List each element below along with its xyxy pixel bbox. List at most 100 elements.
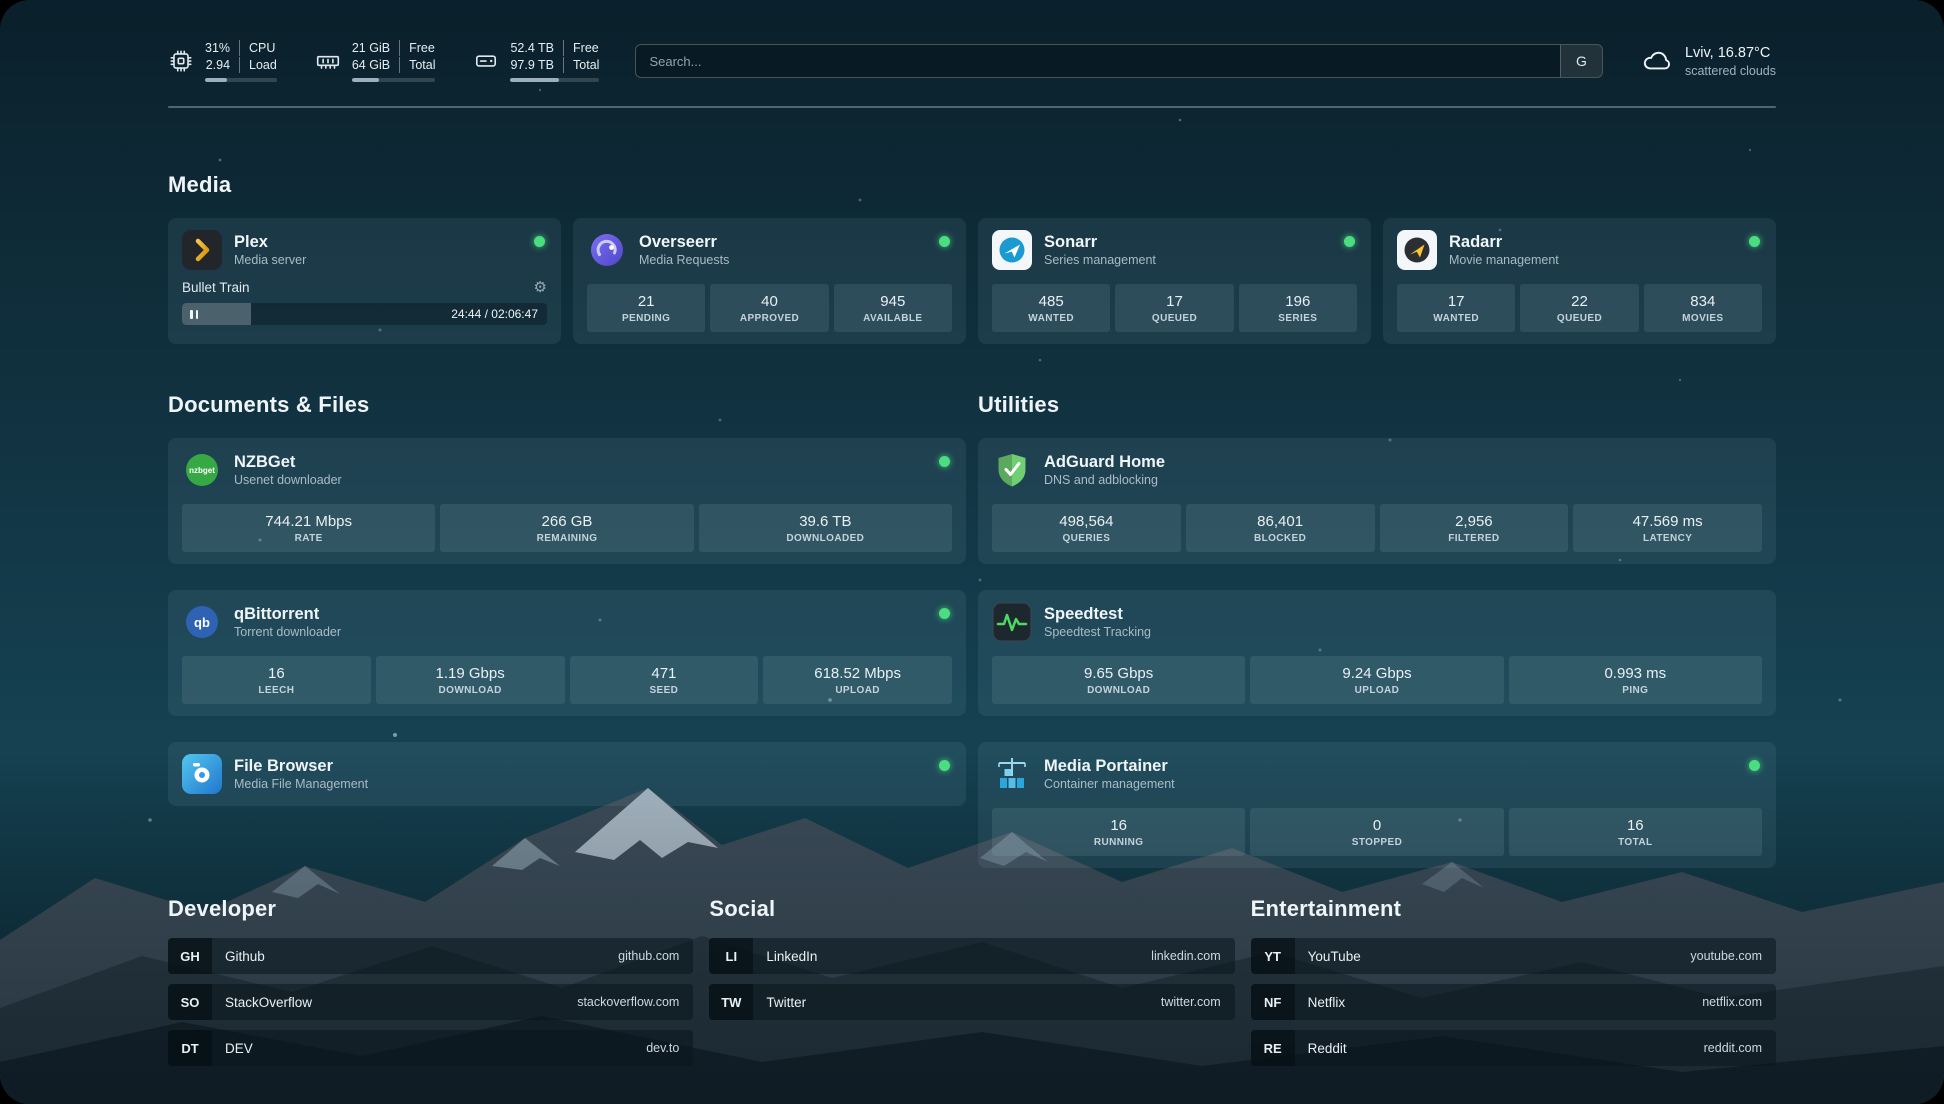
stat-value: 471 xyxy=(651,665,677,682)
bookmark-item[interactable]: DT DEV dev.to xyxy=(168,1030,694,1066)
bookmark-url: linkedin.com xyxy=(1151,949,1221,963)
service-card-speedtest[interactable]: Speedtest Speedtest Tracking 9.65 Gbps DO… xyxy=(978,590,1776,716)
stat-value: 0.993 ms xyxy=(1604,665,1667,682)
bookmark-item[interactable]: LI LinkedIn linkedin.com xyxy=(709,938,1235,974)
system-metrics: 31% CPU 2.94 Load xyxy=(168,40,600,82)
service-subtitle: Movie management xyxy=(1449,253,1559,268)
service-stats: 16 RUNNING 0 STOPPED 16 TOTAL xyxy=(992,808,1762,856)
search-provider-button[interactable]: G xyxy=(1559,45,1602,77)
stat-value: 86,401 xyxy=(1257,513,1304,530)
bookmark-list: LI LinkedIn linkedin.com TW Twitter twitter.c… xyxy=(709,938,1235,1020)
service-name: Sonarr xyxy=(1044,232,1098,251)
service-card-plex[interactable]: Plex Media server Bullet Train ⚙ 24:44 /… xyxy=(168,218,561,344)
bookmark-item[interactable]: TW Twitter twitter.com xyxy=(709,984,1235,1020)
search-bar: G xyxy=(635,44,1603,78)
bookmark-url: youtube.com xyxy=(1690,949,1762,963)
disk-widget: 52.4 TB Free 97.9 TB Total xyxy=(473,40,600,82)
portainer-icon xyxy=(992,754,1032,794)
service-card-adguard[interactable]: AdGuard Home DNS and adblocking 498,564 Q… xyxy=(978,438,1776,564)
cpu-load-value: 2.94 xyxy=(205,58,231,72)
stat-label: PENDING xyxy=(621,313,671,324)
cpu-usage-label: CPU xyxy=(239,40,277,56)
svg-text:qb: qb xyxy=(194,615,210,630)
service-card-portainer[interactable]: Media Portainer Container management 16 R… xyxy=(978,742,1776,868)
stat-label: FILTERED xyxy=(1448,533,1500,544)
stat-box: 1.19 Gbps DOWNLOAD xyxy=(375,656,565,704)
service-card-sonarr[interactable]: Sonarr Series management 485 WANTED 17 QUEU… xyxy=(978,218,1371,344)
service-card-radarr[interactable]: Radarr Movie management 17 WANTED 22 QUEUED… xyxy=(1383,218,1776,344)
bookmark-item[interactable]: YT YouTube youtube.com xyxy=(1250,938,1776,974)
stat-label: AVAILABLE xyxy=(863,313,923,324)
stat-value: 0 xyxy=(1372,817,1382,834)
stat-label: UPLOAD xyxy=(835,685,880,696)
stat-value: 266 GB xyxy=(541,513,593,530)
service-card-qbittorrent[interactable]: qb qBittorrent Torrent downloader 16 LEEC… xyxy=(168,590,966,716)
service-subtitle: Usenet downloader xyxy=(234,473,342,488)
cpu-progress-bar xyxy=(205,78,277,82)
stat-label: STOPPED xyxy=(1351,837,1403,848)
stat-value: 1.19 Gbps xyxy=(435,665,505,682)
service-card-nzbget[interactable]: nzbget NZBGet Usenet downloader 744.21 M… xyxy=(168,438,966,564)
sonarr-icon xyxy=(992,230,1032,270)
service-card-overseerr[interactable]: Overseerr Media Requests 21 PENDING 40 APPR… xyxy=(573,218,966,344)
stat-label: DOWNLOAD xyxy=(1087,685,1151,696)
section-title-documents: Documents & Files xyxy=(168,392,370,417)
service-stats: 485 WANTED 17 QUEUED 196 SERIES xyxy=(992,284,1357,332)
stat-box: 22 QUEUED xyxy=(1520,284,1639,332)
disk-free-label: Free xyxy=(563,40,599,56)
stat-box: 0 STOPPED xyxy=(1250,808,1504,856)
media-grid: Plex Media server Bullet Train ⚙ 24:44 /… xyxy=(168,218,1776,344)
stat-box: 196 SERIES xyxy=(1238,284,1357,332)
stat-label: APPROVED xyxy=(739,313,800,324)
stat-label: DOWNLOADED xyxy=(786,533,865,544)
service-name: qBittorrent xyxy=(234,604,320,623)
service-stats: 17 WANTED 22 QUEUED 834 MOVIES xyxy=(1397,284,1762,332)
stat-value: 834 xyxy=(1690,293,1716,310)
now-playing-title: Bullet Train xyxy=(182,280,250,295)
cpu-icon xyxy=(168,48,194,74)
memory-icon xyxy=(315,48,341,74)
bookmark-abbr: GH xyxy=(168,938,212,974)
bookmark-url: stackoverflow.com xyxy=(577,995,680,1009)
stat-value: 2,956 xyxy=(1455,513,1493,530)
stat-label: SEED xyxy=(649,685,679,696)
status-indicator-online xyxy=(939,760,950,771)
bookmark-item[interactable]: SO StackOverflow stackoverflow.com xyxy=(168,984,694,1020)
bookmark-abbr: SO xyxy=(168,984,212,1020)
bookmark-url: twitter.com xyxy=(1160,995,1221,1009)
weather-widget[interactable]: Lviv, 16.87°C scattered clouds xyxy=(1639,44,1776,79)
service-name: Media Portainer xyxy=(1044,756,1168,775)
section-title-entertainment: Entertainment xyxy=(1250,896,1402,921)
stat-value: 196 xyxy=(1285,293,1311,310)
stat-box: 17 QUEUED xyxy=(1115,284,1234,332)
cpu-widget: 31% CPU 2.94 Load xyxy=(168,40,277,82)
bookmark-item[interactable]: RE Reddit reddit.com xyxy=(1250,1030,1776,1066)
bookmark-item[interactable]: GH Github github.com xyxy=(168,938,694,974)
service-name: AdGuard Home xyxy=(1044,452,1166,471)
bookmark-name: Github xyxy=(225,948,265,964)
bookmark-abbr: RE xyxy=(1250,1030,1295,1066)
service-stats: 16 LEECH 1.19 Gbps DOWNLOAD 471 SEED 618.52 Mb… xyxy=(182,656,952,704)
service-stats: 498,564 QUERIES 86,401 BLOCKED 2,956 FILTERED… xyxy=(992,504,1762,552)
service-card-filebrowser[interactable]: File Browser Media File Management xyxy=(168,742,966,806)
weather-condition: scattered clouds xyxy=(1684,63,1776,78)
stat-value: 485 xyxy=(1038,293,1064,310)
cloud-icon xyxy=(1639,44,1673,78)
header-divider xyxy=(168,106,1776,108)
filebrowser-icon xyxy=(182,754,222,794)
search-input[interactable] xyxy=(635,44,1603,78)
disk-free-value: 52.4 TB xyxy=(510,41,555,55)
gear-icon[interactable]: ⚙ xyxy=(533,279,547,296)
status-indicator-online xyxy=(1749,236,1760,247)
stat-label: DOWNLOAD xyxy=(438,685,502,696)
bookmark-item[interactable]: NF Netflix netflix.com xyxy=(1250,984,1776,1020)
stat-label: QUEUED xyxy=(1556,313,1603,324)
status-indicator-online xyxy=(939,236,950,247)
stat-box: 945 AVAILABLE xyxy=(833,284,952,332)
cpu-load-label: Load xyxy=(239,57,277,73)
stat-value: 16 xyxy=(1626,817,1644,834)
plex-icon xyxy=(182,230,222,270)
stat-box: 618.52 Mbps UPLOAD xyxy=(763,656,952,704)
stat-box: 17 WANTED xyxy=(1397,284,1516,332)
stat-box: 2,956 FILTERED xyxy=(1379,504,1569,552)
